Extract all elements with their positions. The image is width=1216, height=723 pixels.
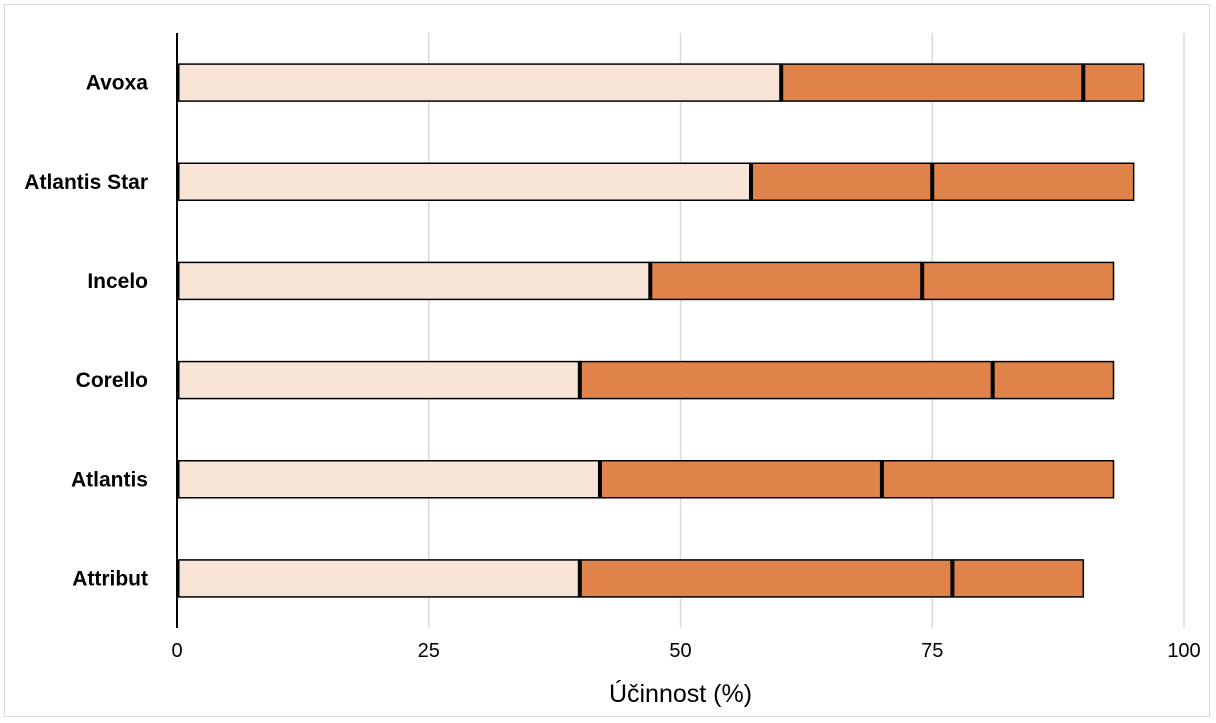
y-category-label-attribut: Attribut [72,567,148,590]
bar-avoxa-segment-1 [176,63,782,102]
bar-attribut-segment-2 [579,559,954,598]
bar-attribut-segment-1 [176,559,581,598]
y-category-label-avoxa: Avoxa [86,72,149,95]
y-category-label-incelo: Incelo [87,270,148,293]
x-axis-title: Účinnost (%) [609,679,752,708]
y-category-label-corello: Corello [76,369,148,392]
bar-atlantis-segment-2 [599,460,883,499]
chart-frame [4,4,1210,717]
y-category-label-atlantis: Atlantis [71,468,148,491]
bar-atlantis-star-segment-3 [931,162,1135,201]
labels: 0 25 50 75 100 Avoxa Atlantis Star Incelo Corell… [24,72,1200,662]
bar-corello-segment-3 [991,360,1115,400]
bar-avoxa-segment-2 [780,63,1085,102]
bar-corello-segment-2 [579,360,994,400]
bar-atlantis-segment-3 [881,460,1115,499]
bar-atlantis-segment-1 [176,460,601,499]
bar-corello-segment-1 [176,360,581,400]
x-tick-label-50: 50 [669,640,691,662]
x-tick-label-75: 75 [921,640,943,662]
y-category-label-atlantis-star: Atlantis Star [24,171,148,194]
bar-atlantis-star-segment-2 [750,162,933,201]
bar-attribut-segment-3 [951,559,1085,598]
bar-atlantis-star-segment-1 [176,162,752,201]
bar-avoxa-segment-3 [1082,63,1145,102]
bar-incelo-segment-3 [921,261,1115,301]
grid-lines [428,33,1185,628]
bar-incelo-segment-2 [649,261,923,301]
x-tick-label-25: 25 [418,640,440,662]
bar-incelo-segment-1 [176,261,652,301]
x-tick-label-0: 0 [171,640,182,662]
x-tick-label-100: 100 [1167,640,1200,662]
bars [176,63,1145,598]
